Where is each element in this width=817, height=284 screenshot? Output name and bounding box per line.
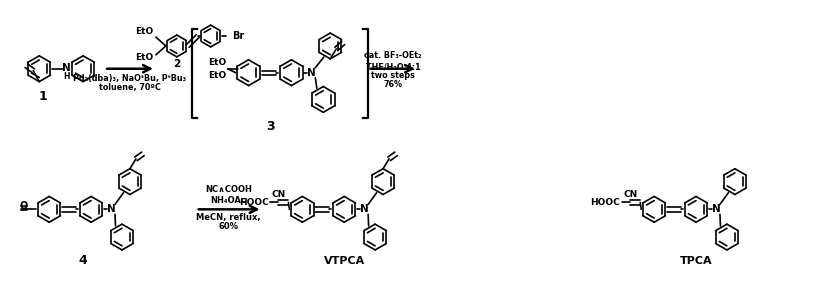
Text: NH₄OAc: NH₄OAc [211,196,247,205]
Text: TPCA: TPCA [680,256,712,266]
Text: N: N [307,68,315,78]
Text: 4: 4 [78,254,87,267]
Text: NC∧COOH: NC∧COOH [205,185,252,194]
Text: HOOC: HOOC [591,198,620,207]
Text: THF/H₂O 4:1: THF/H₂O 4:1 [366,62,421,71]
Text: Br: Br [233,31,245,41]
Text: CN: CN [271,190,286,199]
Text: 76%: 76% [383,80,403,89]
Text: EtO: EtO [208,71,226,80]
Text: CN: CN [623,190,637,199]
Text: cat. BF₃-OEt₂: cat. BF₃-OEt₂ [364,51,422,60]
Text: Pd₂(dba)₃, NaOᵗBu, PᵗBu₃: Pd₂(dba)₃, NaOᵗBu, PᵗBu₃ [74,74,186,83]
Text: O: O [20,201,28,211]
Text: N: N [712,204,721,214]
Text: N: N [359,204,368,214]
Text: toluene, 70ºC: toluene, 70ºC [99,83,161,92]
Text: EtO: EtO [136,53,154,62]
Text: HOOC: HOOC [239,198,269,207]
Text: EtO: EtO [208,58,226,67]
Text: 1: 1 [39,90,47,103]
Text: EtO: EtO [136,27,154,36]
Text: N: N [107,204,115,214]
Text: 3: 3 [266,120,275,133]
Text: H: H [63,72,69,81]
Text: MeCN, reflux,: MeCN, reflux, [196,213,261,222]
Text: 2: 2 [173,59,181,69]
Text: 60%: 60% [219,222,239,231]
Text: N: N [62,63,70,73]
Text: VTPCA: VTPCA [324,256,365,266]
Text: two steps: two steps [371,71,415,80]
